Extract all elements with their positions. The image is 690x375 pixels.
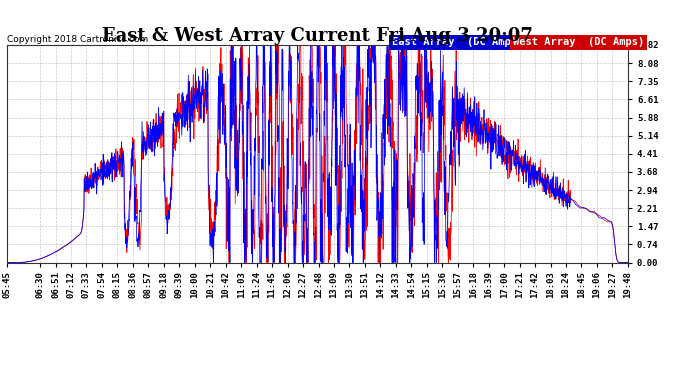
Text: Copyright 2018 Cartronics.com: Copyright 2018 Cartronics.com	[7, 35, 148, 44]
Text: East Array  (DC Amps): East Array (DC Amps)	[392, 38, 523, 47]
Title: East & West Array Current Fri Aug 3 20:07: East & West Array Current Fri Aug 3 20:0…	[102, 27, 533, 45]
Text: West Array  (DC Amps): West Array (DC Amps)	[513, 38, 644, 47]
